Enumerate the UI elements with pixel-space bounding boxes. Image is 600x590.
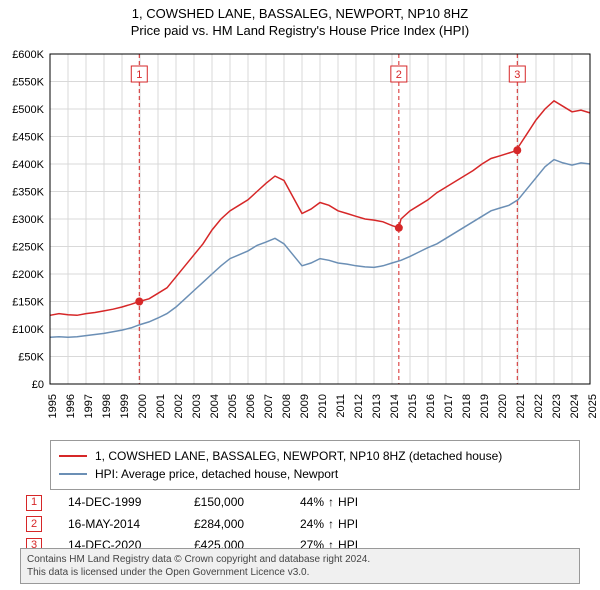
legend-swatch <box>59 455 87 457</box>
y-axis-label: £50K <box>18 352 44 364</box>
x-axis-label: 2013 <box>371 394 383 418</box>
x-axis-label: 2006 <box>245 394 257 418</box>
y-axis-label: £200K <box>12 269 44 281</box>
y-axis-label: £300K <box>12 214 44 226</box>
chart-container: 1, COWSHED LANE, BASSALEG, NEWPORT, NP10… <box>0 0 600 590</box>
chart-svg: £0 £50K £100K £150K £200K £250K £300K £350K £400… <box>0 44 600 434</box>
x-axis-label: 1997 <box>83 394 95 418</box>
y-axis-label: £600K <box>12 49 44 61</box>
event-marker-number: 2 <box>396 69 402 81</box>
x-axis-label: 2023 <box>551 394 563 418</box>
legend-item: HPI: Average price, detached house, Newp… <box>59 465 571 483</box>
event-dot <box>395 224 403 232</box>
y-axis-label: £350K <box>12 187 44 199</box>
event-row-marker: 1 <box>26 495 42 511</box>
y-axis-label: £400K <box>12 159 44 171</box>
y-axis-label: £150K <box>12 297 44 309</box>
footer-line1: Contains HM Land Registry data © Crown c… <box>27 553 573 566</box>
x-axis-label: 2008 <box>281 394 293 418</box>
x-axis-label: 2018 <box>461 394 473 418</box>
legend-label: 1, COWSHED LANE, BASSALEG, NEWPORT, NP10… <box>95 447 502 465</box>
x-axis-label: 1999 <box>119 394 131 418</box>
x-axis-label: 2002 <box>173 394 185 418</box>
x-axis-label: 2022 <box>533 394 545 418</box>
x-axis-label: 2011 <box>335 394 347 418</box>
y-axis-label: £0 <box>32 379 44 391</box>
x-axis-label: 2016 <box>425 394 437 418</box>
y-axis-label: £250K <box>12 242 44 254</box>
legend-item: 1, COWSHED LANE, BASSALEG, NEWPORT, NP10… <box>59 447 571 465</box>
x-axis-label: 1995 <box>47 394 59 418</box>
event-row-date: 14-DEC-1999 <box>68 492 168 514</box>
event-row-price: £284,000 <box>194 514 274 536</box>
event-row: 1 14-DEC-1999 £150,000 44%↑HPI <box>26 492 574 514</box>
event-row-marker: 2 <box>26 516 42 532</box>
x-axis-label: 2019 <box>479 394 491 418</box>
y-axis-label: £100K <box>12 324 44 336</box>
arrow-up-icon: ↑ <box>328 492 334 514</box>
x-axis-label: 2004 <box>209 394 221 418</box>
x-axis-label: 2007 <box>263 394 275 418</box>
title-subtitle: Price paid vs. HM Land Registry's House … <box>0 23 600 38</box>
event-dot <box>513 146 521 154</box>
event-row-price: £150,000 <box>194 492 274 514</box>
x-axis-label: 2021 <box>515 394 527 418</box>
arrow-up-icon: ↑ <box>328 514 334 536</box>
x-axis-label: 2017 <box>443 394 455 418</box>
y-axis-label: £450K <box>12 132 44 144</box>
x-axis-label: 2005 <box>227 394 239 418</box>
x-axis-label: 2000 <box>137 394 149 418</box>
footer-attribution: Contains HM Land Registry data © Crown c… <box>20 548 580 584</box>
x-axis-label: 1996 <box>65 394 77 418</box>
x-axis-label: 2025 <box>587 394 599 418</box>
legend-swatch <box>59 473 87 475</box>
x-axis-label: 2001 <box>155 394 167 418</box>
x-axis-label: 2015 <box>407 394 419 418</box>
legend-label: HPI: Average price, detached house, Newp… <box>95 465 338 483</box>
event-row-pct: 24%↑HPI <box>300 514 358 536</box>
chart-area: £0 £50K £100K £150K £200K £250K £300K £350K £400… <box>0 44 600 434</box>
x-axis-label: 2012 <box>353 394 365 418</box>
event-marker-number: 3 <box>514 69 520 81</box>
titles: 1, COWSHED LANE, BASSALEG, NEWPORT, NP10… <box>0 0 600 38</box>
event-row-date: 16-MAY-2014 <box>68 514 168 536</box>
x-axis-label: 2014 <box>389 394 401 418</box>
legend: 1, COWSHED LANE, BASSALEG, NEWPORT, NP10… <box>50 440 580 490</box>
x-axis-label: 1998 <box>101 394 113 418</box>
title-address: 1, COWSHED LANE, BASSALEG, NEWPORT, NP10… <box>0 6 600 21</box>
event-row: 2 16-MAY-2014 £284,000 24%↑HPI <box>26 514 574 536</box>
x-axis-label: 2003 <box>191 394 203 418</box>
event-marker-number: 1 <box>136 69 142 81</box>
x-axis-label: 2020 <box>497 394 509 418</box>
y-axis-label: £500K <box>12 104 44 116</box>
event-row-pct: 44%↑HPI <box>300 492 358 514</box>
x-axis-label: 2009 <box>299 394 311 418</box>
event-dot <box>135 298 143 306</box>
footer-line2: This data is licensed under the Open Gov… <box>27 566 573 579</box>
x-axis-label: 2024 <box>569 394 581 418</box>
y-axis-label: £550K <box>12 77 44 89</box>
x-axis-label: 2010 <box>317 394 329 418</box>
